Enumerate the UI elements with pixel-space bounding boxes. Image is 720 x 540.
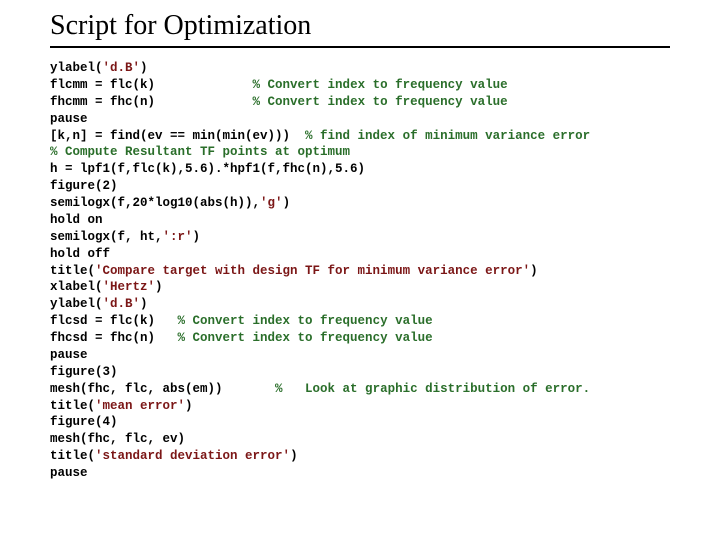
string-literal: 'd.B' <box>103 297 141 311</box>
string-literal: 'd.B' <box>103 61 141 75</box>
string-literal: ':r' <box>163 230 193 244</box>
code-line: figure(4) <box>50 415 118 429</box>
code-line: xlabel( <box>50 280 103 294</box>
comment: % Look at graphic distribution of error. <box>275 382 590 396</box>
comment: % Compute Resultant TF points at optimum <box>50 145 350 159</box>
code-line: ylabel( <box>50 61 103 75</box>
slide: Script for Optimization ylabel('d.B') fl… <box>0 0 720 482</box>
code-line: pause <box>50 112 88 126</box>
comment: % Convert index to frequency value <box>253 78 508 92</box>
comment: % find index of minimum variance error <box>305 129 590 143</box>
string-literal: 'g' <box>260 196 283 210</box>
comment: % Convert index to frequency value <box>253 95 508 109</box>
code-line: mesh(fhc, flc, abs(em)) <box>50 382 275 396</box>
code-text: ) <box>290 449 298 463</box>
code-line: pause <box>50 348 88 362</box>
code-line: [k,n] = find(ev == min(min(ev))) <box>50 129 305 143</box>
comment: % Convert index to frequency value <box>178 314 433 328</box>
code-text: ) <box>193 230 201 244</box>
string-literal: 'Compare target with design TF for minim… <box>95 264 530 278</box>
code-line: figure(3) <box>50 365 118 379</box>
code-line: hold on <box>50 213 103 227</box>
code-line: title( <box>50 449 95 463</box>
code-text: ) <box>140 297 148 311</box>
code-line: hold off <box>50 247 110 261</box>
code-line: pause <box>50 466 88 480</box>
code-line: title( <box>50 264 95 278</box>
code-text: ) <box>185 399 193 413</box>
code-line: figure(2) <box>50 179 118 193</box>
slide-title: Script for Optimization <box>50 10 670 48</box>
string-literal: 'Hertz' <box>103 280 156 294</box>
code-line: fhcsd = fhc(n) <box>50 331 178 345</box>
code-line: flcmm = flc(k) <box>50 78 253 92</box>
code-text: ) <box>530 264 538 278</box>
code-line: semilogx(f, ht, <box>50 230 163 244</box>
code-block: ylabel('d.B') flcmm = flc(k) % Convert i… <box>50 60 670 482</box>
code-line: flcsd = flc(k) <box>50 314 178 328</box>
code-line: title( <box>50 399 95 413</box>
comment: % Convert index to frequency value <box>178 331 433 345</box>
code-text: ) <box>283 196 291 210</box>
code-line: h = lpf1(f,flc(k),5.6).*hpf1(f,fhc(n),5.… <box>50 162 365 176</box>
string-literal: 'standard deviation error' <box>95 449 290 463</box>
code-text: ) <box>140 61 148 75</box>
code-line: mesh(fhc, flc, ev) <box>50 432 185 446</box>
string-literal: 'mean error' <box>95 399 185 413</box>
code-line: semilogx(f,20*log10(abs(h)), <box>50 196 260 210</box>
code-line: fhcmm = fhc(n) <box>50 95 253 109</box>
code-text: ) <box>155 280 163 294</box>
code-line: ylabel( <box>50 297 103 311</box>
